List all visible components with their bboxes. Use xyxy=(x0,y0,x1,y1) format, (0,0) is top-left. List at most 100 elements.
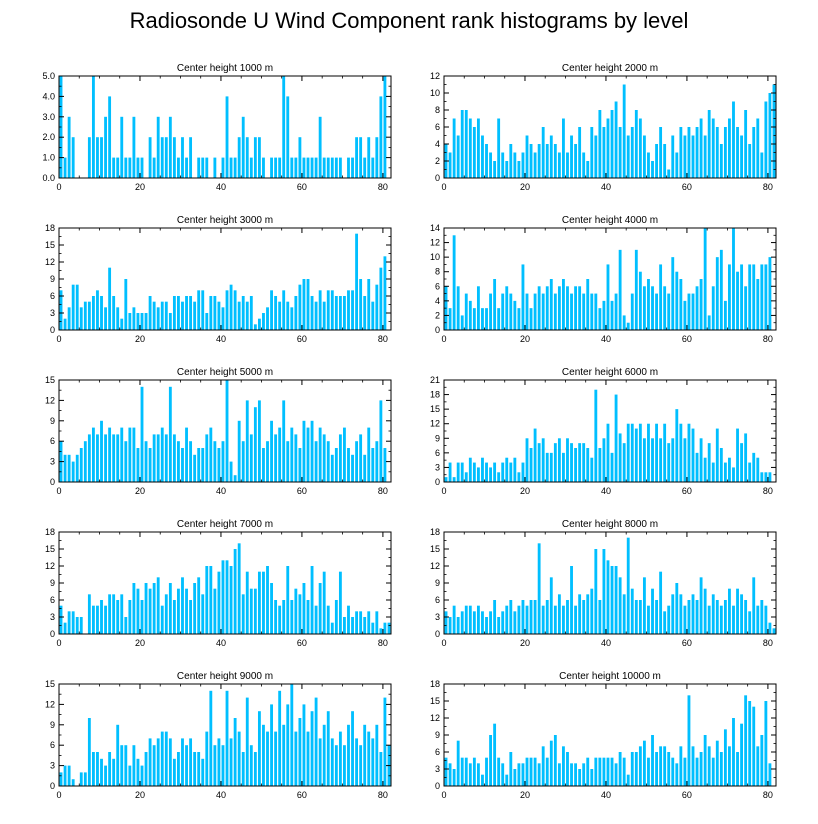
histogram-bar xyxy=(148,296,152,330)
histogram-bar xyxy=(752,127,756,178)
histogram-bar xyxy=(387,622,391,634)
x-tick-label: 60 xyxy=(297,334,307,344)
histogram-bar xyxy=(711,462,715,482)
histogram-bar xyxy=(120,116,124,178)
histogram-bar xyxy=(481,611,484,634)
histogram-bar xyxy=(306,731,310,786)
histogram-bar xyxy=(306,600,310,634)
histogram-bar xyxy=(493,600,497,634)
histogram-bar xyxy=(168,738,172,786)
histogram-bar xyxy=(541,746,545,786)
histogram-bar xyxy=(756,457,760,482)
histogram-bar xyxy=(87,718,91,786)
histogram-bar xyxy=(257,571,261,634)
histogram-bar xyxy=(533,428,537,482)
histogram-bar xyxy=(549,279,553,330)
histogram-bar xyxy=(274,296,278,330)
histogram-bar xyxy=(79,307,83,330)
histogram-bar xyxy=(91,605,95,634)
x-tick-label: 20 xyxy=(520,638,530,648)
histogram-bar xyxy=(493,723,497,786)
histogram-bar xyxy=(217,448,221,482)
histogram-bar xyxy=(675,583,679,634)
histogram-bar xyxy=(233,549,237,634)
histogram-bar xyxy=(675,763,679,786)
x-tick-label: 60 xyxy=(682,334,692,344)
histogram-bar xyxy=(132,307,136,330)
histogram-bar xyxy=(237,420,241,482)
histogram-bar xyxy=(136,313,140,330)
histogram-panel: Center height 1000 m 0 20 40 60 80 0.0 1.0 2.0 3.… xyxy=(42,63,392,192)
histogram-bar xyxy=(553,605,557,634)
y-tick-label: 9 xyxy=(50,416,55,426)
histogram-bar xyxy=(723,127,727,178)
histogram-bar xyxy=(262,157,265,178)
histogram-bar xyxy=(598,448,602,482)
x-tick-label: 0 xyxy=(441,638,446,648)
histogram-bar xyxy=(481,774,484,786)
histogram-bar xyxy=(156,434,160,482)
histogram-bar xyxy=(294,434,298,482)
histogram-bar xyxy=(594,389,598,482)
histogram-bar xyxy=(351,290,354,330)
histogram-bar xyxy=(124,157,128,178)
histogram-bar xyxy=(359,745,363,786)
histogram-bar xyxy=(525,605,529,634)
histogram-bar xyxy=(557,594,561,634)
histogram-bar xyxy=(359,434,363,482)
histogram-bar xyxy=(675,409,679,482)
histogram-bar xyxy=(322,434,326,482)
x-tick-label: 40 xyxy=(216,486,226,496)
histogram-bar xyxy=(610,757,614,786)
histogram-bar xyxy=(343,296,346,330)
histogram-bar xyxy=(549,577,553,634)
y-tick-label: 0 xyxy=(435,325,440,335)
histogram-bar xyxy=(497,757,501,786)
histogram-bar xyxy=(740,594,744,634)
histogram-bar xyxy=(768,93,772,178)
histogram-bar xyxy=(517,605,521,634)
x-tick-label: 20 xyxy=(135,486,145,496)
histogram-bar xyxy=(148,738,152,786)
histogram-bar xyxy=(318,738,322,786)
histogram-bar xyxy=(185,296,188,330)
histogram-bar xyxy=(334,296,338,330)
histogram-bar xyxy=(83,301,87,330)
histogram-bar xyxy=(172,296,176,330)
histogram-bar xyxy=(253,588,257,634)
histogram-bar xyxy=(205,313,209,330)
histogram-bar xyxy=(695,757,699,786)
y-tick-label: 12 xyxy=(430,238,440,248)
histogram-bar xyxy=(598,308,602,330)
histogram-bar xyxy=(274,434,278,482)
histogram-bar xyxy=(679,746,683,786)
x-tick-label: 60 xyxy=(682,638,692,648)
histogram-bar xyxy=(213,157,217,178)
histogram-bar xyxy=(513,300,517,330)
histogram-bar xyxy=(460,315,464,330)
histogram-bar xyxy=(509,600,513,634)
histogram-bar xyxy=(278,301,282,330)
x-tick-label: 20 xyxy=(135,638,145,648)
x-tick-label: 60 xyxy=(297,182,307,192)
histogram-bar xyxy=(562,118,565,178)
histogram-bar xyxy=(266,731,269,786)
histogram-bar xyxy=(270,157,273,178)
histogram-bar xyxy=(703,228,707,330)
histogram-bar xyxy=(132,745,136,786)
histogram-panel: Center height 10000 m 0 20 40 60 80 0 3 6 9 12 15 18 xyxy=(430,671,777,800)
histogram-bar xyxy=(282,724,286,786)
y-tick-label: 8 xyxy=(435,267,440,277)
histogram-bar xyxy=(703,588,707,634)
histogram-bar xyxy=(286,704,290,786)
histogram-bar xyxy=(715,600,719,634)
x-tick-label: 0 xyxy=(56,790,61,800)
histogram-bar xyxy=(651,286,654,330)
histogram-bar xyxy=(286,96,290,178)
y-tick-label: 3.0 xyxy=(42,112,55,122)
y-tick-label: 6 xyxy=(435,747,440,757)
histogram-bar xyxy=(448,462,452,482)
histogram-bar xyxy=(618,433,622,482)
histogram-bar xyxy=(355,738,359,786)
histogram-bar xyxy=(343,745,346,786)
